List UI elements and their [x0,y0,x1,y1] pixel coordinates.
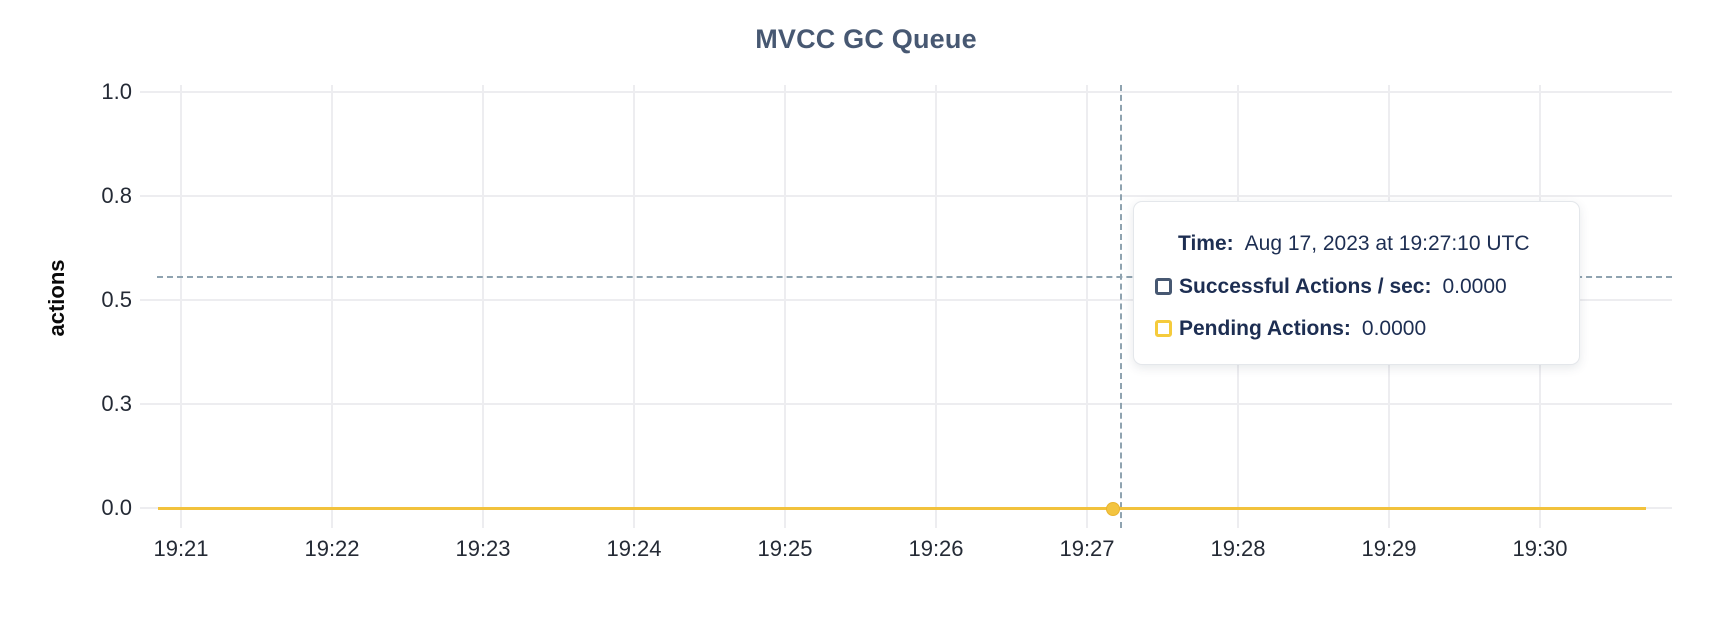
x-axis-tick-label: 19:26 [908,536,964,561]
tooltip-time-label: Time: [1178,232,1234,255]
tooltip-pending-actions-row: Pending Actions: 0.0000 [1155,316,1426,341]
hovered-data-point[interactable] [1106,502,1120,516]
x-axis-tick-label: 19:23 [455,536,511,561]
vertical-gridline [331,85,333,528]
vertical-gridline [784,85,786,528]
y-axis-tick-label: 0.8 [101,183,132,208]
x-axis-tick-label: 19:25 [757,536,813,561]
vertical-gridline [482,85,484,528]
horizontal-gridline [140,91,1672,93]
horizontal-gridline [140,299,1672,301]
x-axis-tick-label: 19:24 [606,536,662,561]
crosshair-vertical-line [1120,85,1122,528]
crosshair-horizontal-line [157,276,1672,278]
successful-actions-legend-icon [1155,278,1172,295]
y-axis-tick-label: 0.5 [101,287,132,312]
vertical-gridline [1086,85,1088,528]
horizontal-gridline [140,403,1672,405]
tooltip-successful-actions-label: Successful Actions / sec: [1179,275,1432,298]
x-axis-tick-label: 19:22 [304,536,360,561]
hover-tooltip: Time: Aug 17, 2023 at 19:27:10 UTC Succe… [1133,201,1580,365]
horizontal-gridline [140,195,1672,197]
pending-actions-legend-icon [1155,320,1172,337]
tooltip-time-row: Time: Aug 17, 2023 at 19:27:10 UTC [1178,231,1530,256]
tooltip-pending-actions-label: Pending Actions: [1179,317,1351,340]
tooltip-pending-actions-value: 0.0000 [1361,317,1427,340]
tooltip-time-value: Aug 17, 2023 at 19:27:10 UTC [1244,232,1530,255]
x-axis-tick-label: 19:28 [1210,536,1266,561]
pending-actions-series-line[interactable] [158,507,1646,510]
y-axis-tick-label: 1.0 [101,79,132,104]
y-axis-tick-label: 0.0 [101,495,132,520]
tooltip-successful-actions-value: 0.0000 [1442,275,1507,298]
vertical-gridline [935,85,937,528]
x-axis-tick-label: 19:30 [1512,536,1568,561]
x-axis-tick-label: 19:29 [1361,536,1417,561]
tooltip-successful-actions-row: Successful Actions / sec: 0.0000 [1155,274,1507,299]
vertical-gridline [633,85,635,528]
y-axis-tick-label: 0.3 [101,391,132,416]
vertical-gridline [180,85,182,528]
x-axis-tick-label: 19:21 [153,536,209,561]
x-axis-tick-label: 19:27 [1059,536,1115,561]
chart-title: MVCC GC Queue [755,24,977,54]
